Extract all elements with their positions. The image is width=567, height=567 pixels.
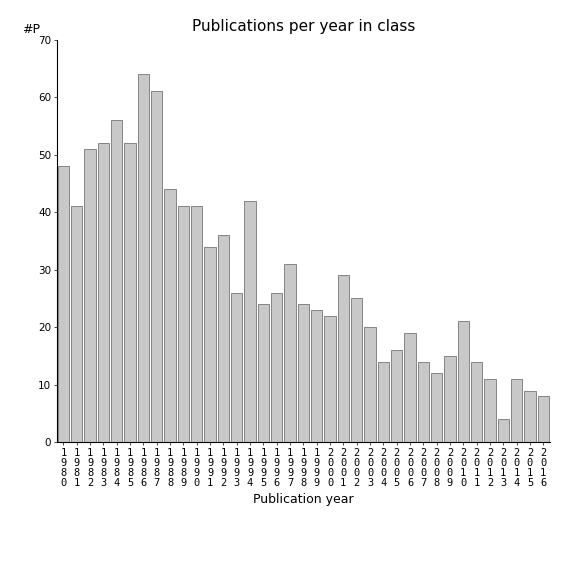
Bar [204,247,215,442]
Title: Publications per year in class: Publications per year in class [192,19,415,35]
Bar [164,189,176,442]
X-axis label: Publication year: Publication year [253,493,354,506]
Bar [378,362,389,442]
Bar [404,333,416,442]
Bar [484,379,496,442]
Bar [538,396,549,442]
Bar [138,74,149,442]
Bar [124,143,136,442]
Bar [524,391,536,442]
Bar [431,373,442,442]
Bar [98,143,109,442]
Bar [418,362,429,442]
Bar [177,206,189,442]
Bar [498,419,509,442]
Bar [311,310,323,442]
Bar [391,350,403,442]
Bar [71,206,82,442]
Bar [511,379,522,442]
Bar [257,304,269,442]
Text: #P: #P [22,23,40,36]
Bar [191,206,202,442]
Bar [218,235,229,442]
Bar [445,356,456,442]
Bar [244,201,256,442]
Bar [111,120,122,442]
Bar [471,362,483,442]
Bar [284,264,295,442]
Bar [324,316,336,442]
Bar [351,298,362,442]
Bar [458,321,469,442]
Bar [231,293,242,442]
Bar [58,166,69,442]
Bar [338,276,349,442]
Bar [271,293,282,442]
Bar [151,91,162,442]
Bar [298,304,309,442]
Bar [365,327,376,442]
Bar [84,149,96,442]
